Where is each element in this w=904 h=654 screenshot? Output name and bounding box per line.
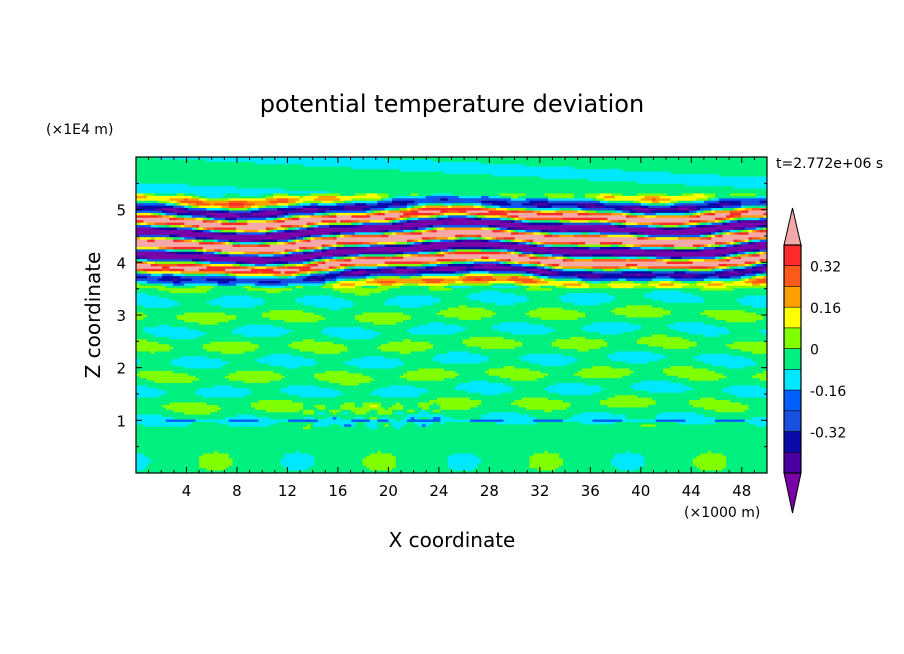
plot-area (136, 157, 768, 474)
chart-title: potential temperature deviation (260, 90, 644, 118)
time-label: t=2.772e+06 s (776, 156, 883, 172)
y-units-label: (×1E4 m) (46, 122, 113, 138)
